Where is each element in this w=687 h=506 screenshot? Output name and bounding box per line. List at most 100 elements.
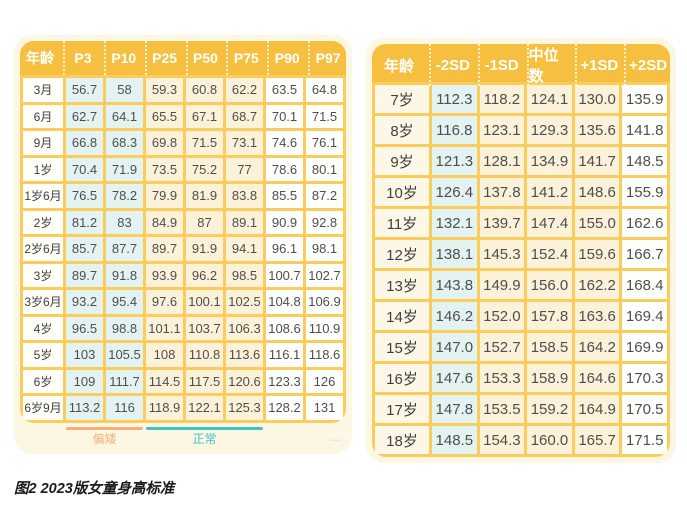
table-cell: 96.1 (266, 237, 303, 261)
table-cell: 113.6 (226, 343, 263, 367)
table-cell: 134.9 (527, 147, 572, 175)
table-cell: 145.3 (479, 240, 525, 268)
table-row: 15岁 147.0 152.7 158.5 164.2 169.9 (375, 333, 667, 361)
table-row: 10岁 126.4 137.8 141.2 148.6 155.9 (375, 178, 667, 206)
table-cell: 152.4 (527, 240, 572, 268)
table-cell: 95.4 (106, 290, 143, 314)
table-cell: 90.9 (266, 210, 303, 234)
table-cell: 164.2 (574, 333, 620, 361)
table-cell: 117.5 (186, 369, 223, 393)
table-cell: 104.8 (266, 290, 303, 314)
percentile-table: 年龄 P3 P10 P25 P50 P75 P90 P97 3月 56.7 58 59.3 60.8 6… (20, 41, 346, 423)
table-row: 12岁 138.1 145.3 152.4 159.6 166.7 (375, 240, 667, 268)
header-cell: P90 (267, 41, 305, 75)
table-cell: 56.7 (66, 78, 103, 102)
table-row: 6岁9月 113.2 116 118.9 122.1 125.3 128.2 131 (23, 396, 343, 420)
table-cell: 71.5 (306, 104, 343, 128)
table-cell: 130.0 (574, 85, 620, 113)
table-row: 13岁 143.8 149.9 156.0 162.2 168.4 (375, 271, 667, 299)
table-cell: 135.6 (574, 116, 620, 144)
table-cell: 92.8 (306, 210, 343, 234)
table-cell: 162.2 (574, 271, 620, 299)
table-cell: 94.1 (226, 237, 263, 261)
table-cell: 135.9 (622, 85, 667, 113)
table-cell: 79.9 (146, 184, 183, 208)
table-cell: 76.1 (306, 131, 343, 155)
row-label: 16岁 (375, 364, 429, 392)
table-cell: 118.9 (146, 396, 183, 420)
sd-table: 年龄 -2SD -1SD 中位数 +1SD +2SD 7岁 112.3 118.2 124.1 1… (372, 44, 670, 457)
table-cell: 165.7 (574, 426, 620, 454)
table-cell: 71.5 (186, 131, 223, 155)
table-cell: 163.6 (574, 302, 620, 330)
table-cell: 93.2 (66, 290, 103, 314)
table-cell: 76.5 (66, 184, 103, 208)
table-cell: 128.1 (479, 147, 525, 175)
table-cell: 60.8 (186, 78, 223, 102)
table-cell: 78.6 (266, 157, 303, 181)
table-cell: 146.2 (432, 302, 477, 330)
table-cell: 120.6 (226, 369, 263, 393)
header-cell: P25 (144, 41, 183, 75)
table-cell: 170.5 (622, 395, 667, 423)
table-cell: 106.9 (306, 290, 343, 314)
table-row: 14岁 146.2 152.0 157.8 163.6 169.4 (375, 302, 667, 330)
table-cell: 100.1 (186, 290, 223, 314)
table-row: 1岁6月 76.5 78.2 79.9 81.9 83.8 85.5 87.2 (23, 184, 343, 208)
table-cell: 83 (106, 210, 143, 234)
table-cell: 106.3 (226, 316, 263, 340)
table-cell: 62.2 (226, 78, 263, 102)
table-cell: 159.2 (527, 395, 572, 423)
table-cell: 118.2 (479, 85, 525, 113)
percentile-table-card: 年龄 P3 P10 P25 P50 P75 P90 P97 3月 56.7 58 59.3 60.8 6… (14, 35, 352, 454)
row-label: 9月 (23, 131, 63, 155)
table-cell: 68.3 (106, 131, 143, 155)
table-cell: 148.5 (622, 147, 667, 175)
header-cell: -2SD (429, 44, 475, 86)
table-row: 17岁 147.8 153.5 159.2 164.9 170.5 (375, 395, 667, 423)
header-cell: 年龄 (383, 57, 414, 75)
table-cell: 126.4 (432, 178, 477, 206)
row-label: 8岁 (375, 116, 429, 144)
sd-table-header-row: 年龄 -2SD -1SD 中位数 +1SD +2SD (372, 44, 670, 86)
legend-line-short (66, 426, 143, 430)
table-row: 2岁 81.2 83 84.9 87 89.1 90.9 92.8 (23, 210, 343, 234)
row-label: 2岁6月 (23, 237, 63, 261)
table-cell: 96.2 (186, 263, 223, 287)
table-row: 3岁6月 93.2 95.4 97.6 100.1 102.5 104.8 106.9 (23, 290, 343, 314)
table-cell: 152.0 (479, 302, 525, 330)
table-row: 6月 62.7 64.1 65.5 67.1 68.7 70.1 71.5 (23, 104, 343, 128)
table-cell: 112.3 (432, 85, 477, 113)
table-cell: 69.8 (146, 131, 183, 155)
table-cell: 124.1 (527, 85, 572, 113)
row-label: 18岁 (375, 426, 429, 454)
sd-table-card: 年龄 -2SD -1SD 中位数 +1SD +2SD 7岁 112.3 118.2 124.1 1… (366, 38, 676, 463)
table-cell: 97.6 (146, 290, 183, 314)
table-cell: 78.2 (106, 184, 143, 208)
table-row: 11岁 132.1 139.7 147.4 155.0 162.6 (375, 209, 667, 237)
table-cell: 131 (306, 396, 343, 420)
table-cell: 111.7 (106, 369, 143, 393)
table-cell: 87.7 (106, 237, 143, 261)
sd-table-body: 7岁 112.3 118.2 124.1 130.0 135.9 8岁 116.8 123.1 1… (372, 82, 670, 457)
table-cell: 169.4 (622, 302, 667, 330)
table-cell: 63.5 (266, 78, 303, 102)
table-cell: 138.1 (432, 240, 477, 268)
table-cell: 64.1 (106, 104, 143, 128)
table-cell: 89.7 (146, 237, 183, 261)
table-row: 7岁 112.3 118.2 124.1 130.0 135.9 (375, 85, 667, 113)
table-row: 9月 66.8 68.3 69.8 71.5 73.1 74.6 76.1 (23, 131, 343, 155)
table-cell: 141.2 (527, 178, 572, 206)
table-row: 18岁 148.5 154.3 160.0 165.7 171.5 (375, 426, 667, 454)
table-cell: 89.1 (226, 210, 263, 234)
row-label: 7岁 (375, 85, 429, 113)
legend: 偏矮 正常 (20, 423, 346, 448)
legend-item-short: 偏矮 (66, 426, 143, 446)
table-cell: 153.5 (479, 395, 525, 423)
table-cell: 100.7 (266, 263, 303, 287)
table-row: 8岁 116.8 123.1 129.3 135.6 141.8 (375, 116, 667, 144)
row-label: 6岁 (23, 369, 63, 393)
table-cell: 147.6 (432, 364, 477, 392)
table-cell: 83.8 (226, 184, 263, 208)
table-cell: 96.5 (66, 316, 103, 340)
